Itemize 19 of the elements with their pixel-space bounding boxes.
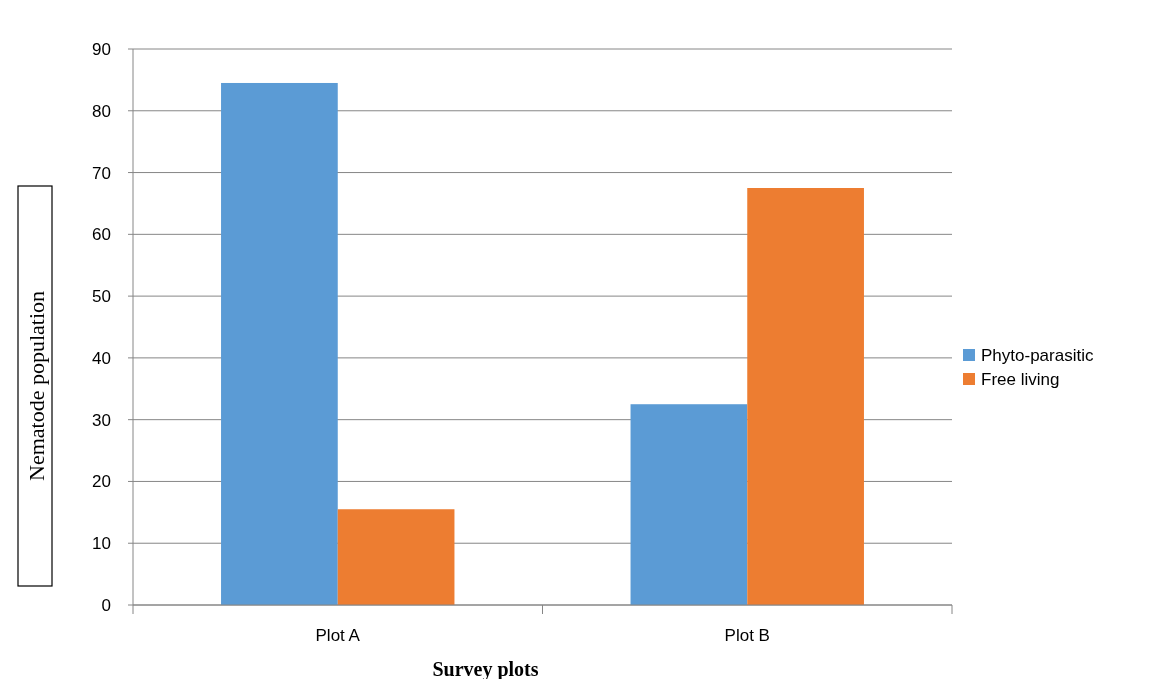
y-tick-label: 60 xyxy=(92,225,111,245)
y-tick-label: 80 xyxy=(92,101,111,121)
y-tick-label: 50 xyxy=(92,287,111,307)
bar xyxy=(337,509,455,605)
y-tick-label: 10 xyxy=(92,534,111,554)
legend-label: Phyto-parasitic xyxy=(981,345,1094,365)
y-axis-title: Nematode population xyxy=(24,290,49,482)
y-tick-label: 90 xyxy=(92,39,111,59)
y-tick-label: 30 xyxy=(92,410,111,430)
y-tick-label: 40 xyxy=(92,348,111,368)
y-tick-label: 0 xyxy=(101,595,111,615)
bar xyxy=(630,404,748,605)
y-tick-label: 70 xyxy=(92,163,111,183)
x-tick-label: Plot A xyxy=(315,626,361,645)
y-tick-label: 20 xyxy=(92,472,111,492)
x-tick-label: Plot B xyxy=(724,626,770,645)
bar xyxy=(747,188,864,605)
bar xyxy=(221,82,338,605)
legend-label: Free living xyxy=(981,369,1060,389)
